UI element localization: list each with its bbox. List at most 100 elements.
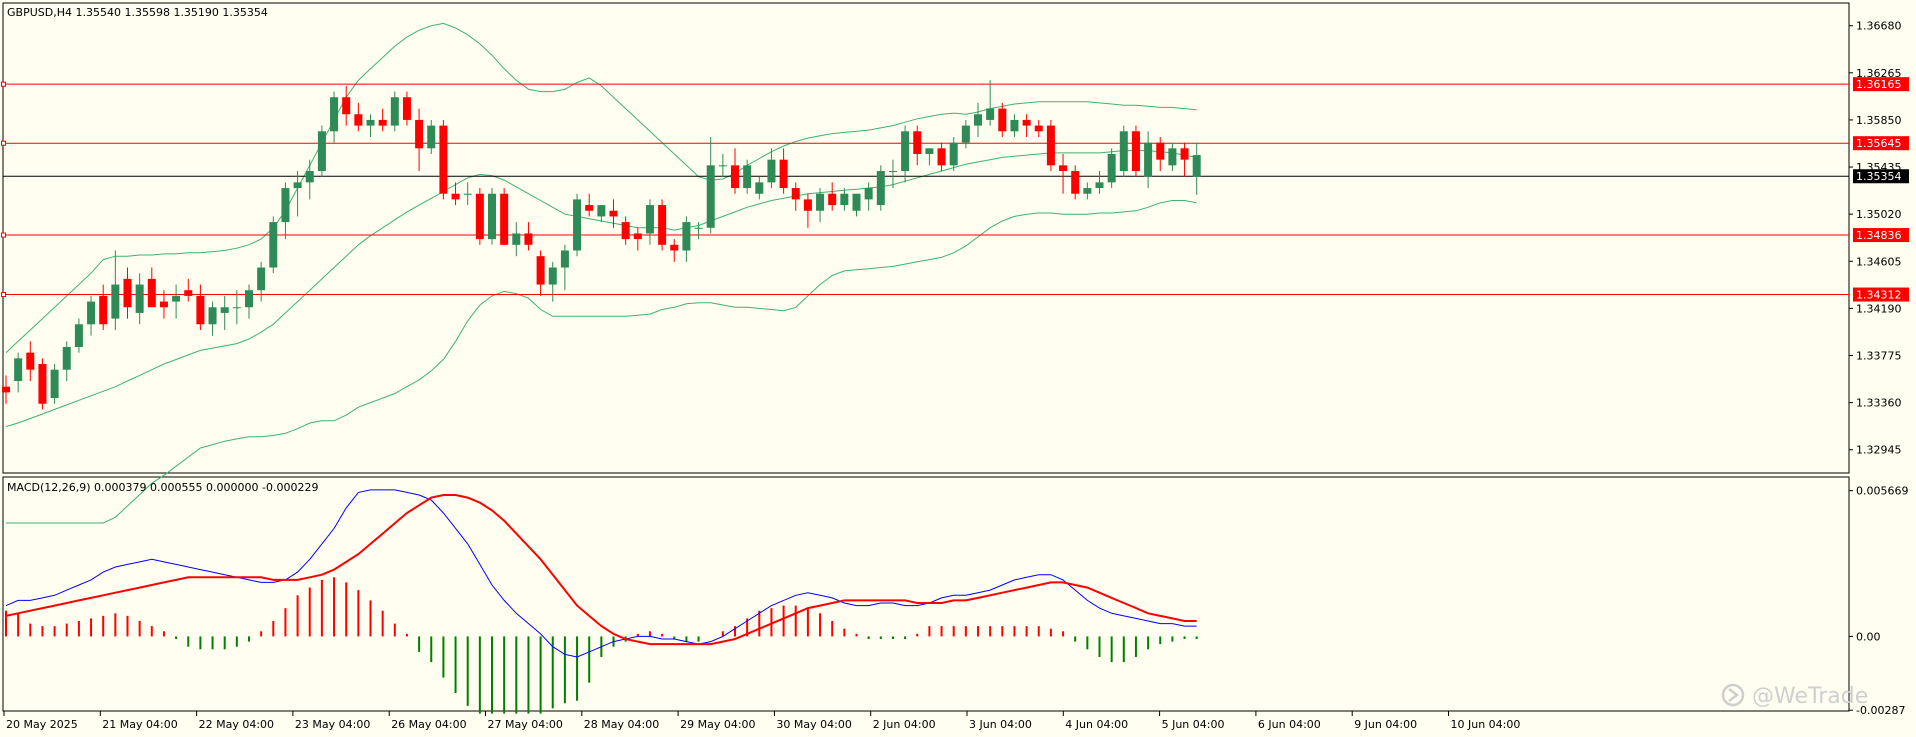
candle-body [573, 199, 582, 251]
candle-body [475, 193, 484, 240]
candle [293, 171, 302, 217]
candle-body [1059, 165, 1068, 172]
candle [245, 284, 253, 319]
candle [451, 182, 460, 206]
candle [998, 102, 1007, 137]
candle-body [998, 108, 1007, 132]
candle [949, 136, 958, 172]
level-handle[interactable] [1, 140, 6, 146]
candle [913, 125, 922, 166]
candle-body [342, 97, 351, 115]
time-tick-label: 4 Jun 04:00 [1065, 718, 1128, 731]
candle [427, 119, 436, 154]
candle [597, 205, 606, 223]
candle-body [463, 193, 472, 195]
candle [342, 85, 351, 126]
price-tick-label: 1.33775 [1856, 350, 1902, 363]
candle [1192, 142, 1201, 195]
candle-body [451, 193, 460, 200]
candle-body [330, 97, 339, 132]
candle-body [852, 193, 861, 211]
level-price-tag [1853, 287, 1909, 302]
macd-tick-label: 0.005669 [1856, 485, 1909, 498]
candle [645, 199, 654, 245]
candle-body [135, 284, 144, 313]
candle [257, 261, 266, 302]
candle-body [402, 97, 411, 120]
candle-body [1168, 148, 1177, 166]
candle [1107, 148, 1116, 189]
candle [1168, 142, 1177, 172]
time-tick-label: 3 Jun 04:00 [969, 718, 1032, 731]
level-handle[interactable] [1, 232, 6, 238]
candle [658, 199, 667, 251]
macd-panel-frame [2, 476, 1850, 712]
candle-body [293, 182, 302, 189]
candle-body [74, 324, 83, 347]
candle [536, 250, 545, 296]
candle-body [779, 159, 788, 189]
candle [670, 239, 679, 262]
candle [500, 188, 509, 245]
candle-body [427, 125, 436, 149]
candle [937, 142, 946, 172]
level-price-tag [1853, 228, 1909, 243]
candle [232, 290, 241, 325]
candle-body [1131, 131, 1140, 172]
candle-body [38, 364, 47, 404]
candle-body [1083, 188, 1092, 194]
candle [961, 119, 970, 149]
candle [573, 193, 582, 257]
time-tick-label: 27 May 04:00 [488, 718, 563, 731]
time-tick-label: 2 Jun 04:00 [873, 718, 936, 731]
candle [14, 352, 23, 393]
candle-body [14, 358, 23, 382]
candle [366, 114, 375, 137]
candle [87, 295, 96, 336]
candle [463, 182, 472, 206]
macd-indicator [5, 489, 1198, 714]
level-handle[interactable] [1, 292, 6, 298]
candle-body [524, 233, 533, 245]
candle-body [232, 307, 241, 309]
candle [62, 341, 71, 382]
candle [1046, 119, 1055, 172]
candle-body [585, 205, 594, 211]
candle-body [901, 131, 910, 172]
price-axis: 1.36680 1.36265 1.35850 1.35435 1.35020 1.346… [1849, 20, 1902, 457]
level-price-label: 1.35645 [1856, 137, 1902, 150]
candle [925, 148, 934, 166]
candlesticks [2, 80, 1201, 410]
candle-body [694, 227, 703, 229]
candle-body [986, 108, 995, 120]
candle-body [1095, 182, 1104, 189]
candle-body [50, 369, 59, 399]
candle-body [961, 125, 970, 143]
candle-body [354, 114, 363, 126]
horizontal-levels[interactable]: 1.36165 1.35645 1.34836 1.34312 1.35354 [1, 77, 1910, 302]
candle-body [1119, 131, 1128, 172]
level-price-tag [1853, 77, 1909, 92]
price-tick-label: 1.34605 [1856, 255, 1902, 268]
candle [38, 358, 47, 410]
candle [1010, 114, 1019, 137]
candle [50, 364, 59, 404]
price-tick-label: 1.35020 [1856, 208, 1902, 221]
level-handle[interactable] [1, 81, 6, 87]
candle-body [1107, 153, 1116, 183]
candle [269, 216, 278, 274]
candle-body [317, 131, 326, 172]
candle [1022, 114, 1031, 137]
candle [317, 125, 326, 177]
candle [99, 284, 108, 330]
candle [488, 188, 496, 245]
candle-body [731, 165, 739, 189]
candle [2, 375, 10, 404]
candle-body [172, 295, 181, 302]
macd-tick-label: 0.00 [1856, 630, 1881, 643]
candle-body [949, 142, 958, 166]
candle [974, 102, 982, 137]
candle-body [864, 188, 873, 200]
